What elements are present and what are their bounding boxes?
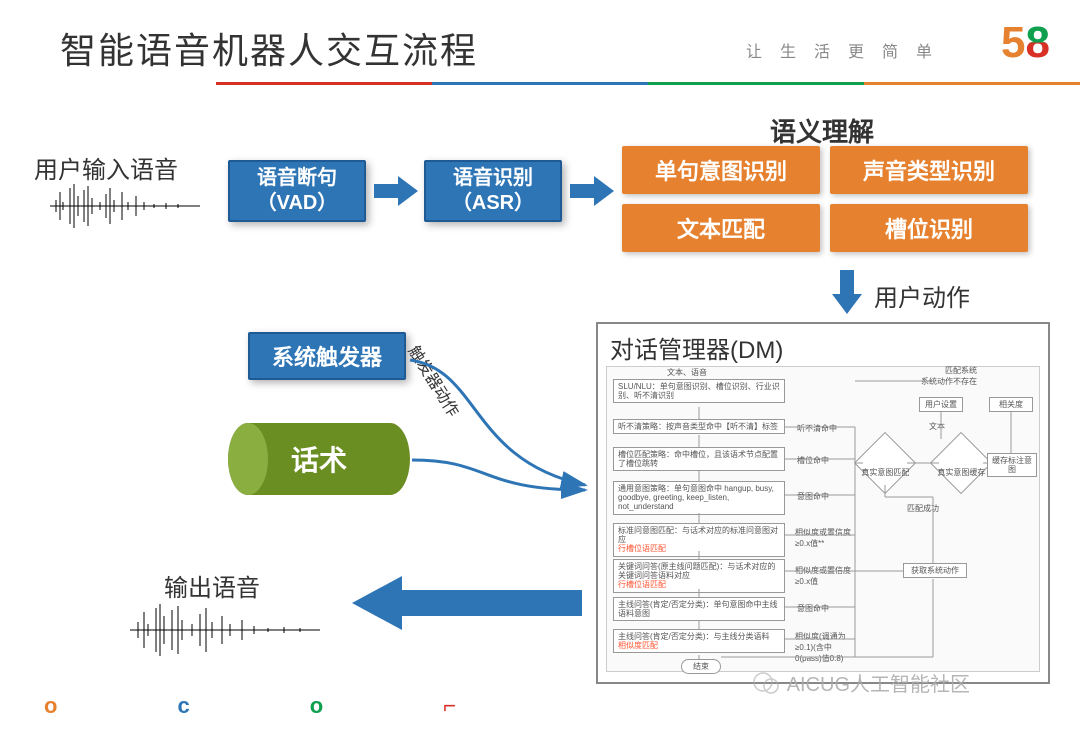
waveform-input-icon (50, 182, 200, 230)
footer-dots: o c o ⌐ (44, 693, 456, 719)
box-intent: 单句意图识别 (622, 146, 820, 194)
dot-icon: o (44, 693, 57, 719)
dm-title: 对话管理器(DM) (610, 330, 783, 365)
cylinder-label: 话术 (226, 420, 412, 498)
box-slot: 槽位识别 (830, 204, 1028, 252)
arrow-right-icon (570, 176, 614, 206)
logo-digit-5: 5 (1001, 18, 1025, 67)
arrow-right-icon (374, 176, 418, 206)
vad-line1: 语音断句 (257, 167, 337, 189)
waveform-output-icon (130, 602, 320, 658)
box-text-match: 文本匹配 (622, 204, 820, 252)
arrow-down-icon (832, 270, 862, 314)
divider-seg (0, 82, 216, 85)
arrow-left-big-icon (352, 576, 582, 635)
dot-icon: ⌐ (443, 693, 456, 719)
divider-seg (864, 82, 1080, 85)
divider-seg (432, 82, 648, 85)
asr-line1: 语音识别 (453, 167, 533, 189)
wechat-icon (753, 670, 779, 696)
dot-icon: c (177, 693, 189, 719)
label-output-voice: 输出语音 (164, 568, 260, 603)
box-asr: 语音识别 （ASR） (424, 160, 562, 222)
divider-seg (648, 82, 864, 85)
watermark-text: AICUG人工智能社区 (787, 668, 970, 697)
label-user-input: 用户输入语音 (34, 150, 178, 185)
watermark: AICUG人工智能社区 (753, 668, 970, 697)
nlu-header: 语义理解 (770, 112, 874, 149)
label-user-action: 用户动作 (874, 278, 970, 313)
dm-panel: 对话管理器(DM) SLU/NLU：单句意图识别、槽位识别、行业识别、听不清识别… (596, 322, 1050, 684)
box-vad: 语音断句 （VAD） (228, 160, 366, 222)
header-divider (0, 82, 1080, 85)
vad-line2: （VAD） (257, 192, 338, 214)
slide-title: 智能语音机器人交互流程 (60, 22, 478, 74)
asr-line2: （ASR） (452, 192, 534, 214)
dm-flowchart: SLU/NLU：单句意图识别、槽位识别、行业识别、听不清识别 听不清策略：按声音… (606, 366, 1040, 672)
box-voice-type: 声音类型识别 (830, 146, 1028, 194)
cylinder-script: 话术 (226, 420, 412, 503)
divider-seg (216, 82, 432, 85)
dm-edges-svg (607, 367, 1039, 671)
logo-58: 588 (1001, 18, 1050, 68)
dot-icon: o (310, 693, 323, 719)
box-trigger: 系统触发器 (248, 332, 406, 380)
curve-arrow-icon (400, 340, 600, 540)
tagline: 让生活更简单 (746, 38, 950, 62)
